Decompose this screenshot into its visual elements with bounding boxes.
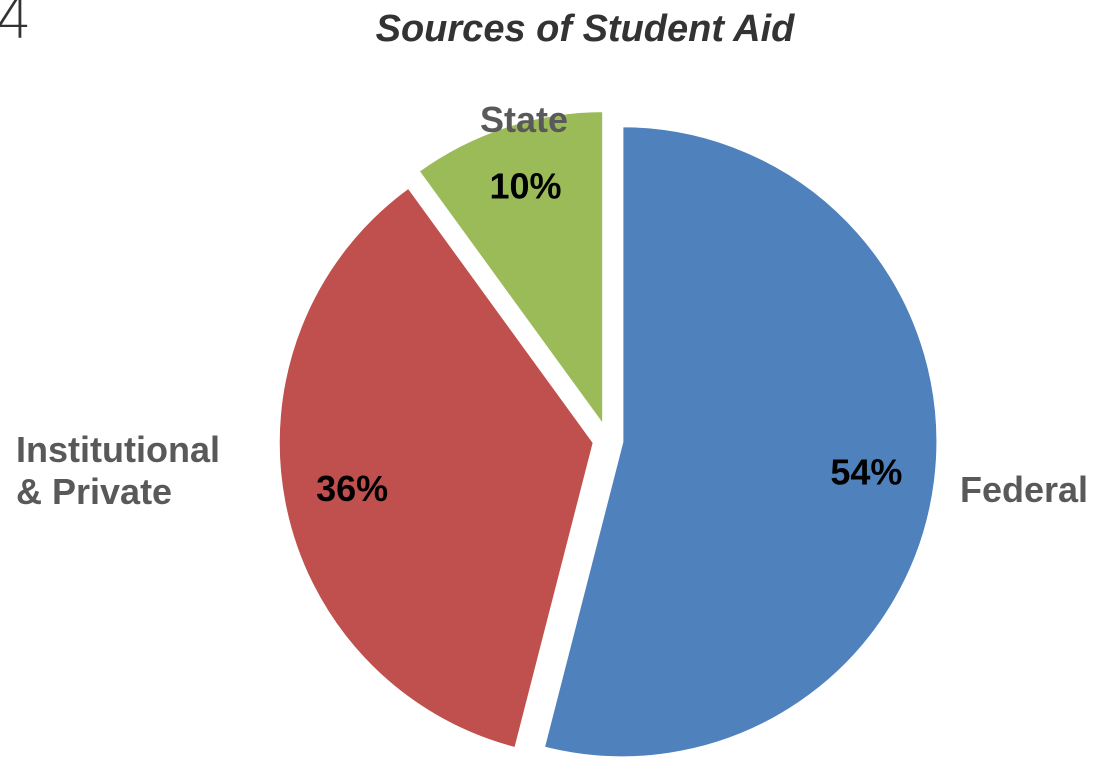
corner-page-number: 4 xyxy=(0,0,32,52)
pie-value-label-state: 10% xyxy=(490,165,562,206)
pie-value-label-federal: 54% xyxy=(830,452,902,493)
pie-slice-federal xyxy=(541,124,940,760)
chart-title: Sources of Student Aid xyxy=(375,8,795,50)
pie-category-label-state: State xyxy=(480,99,568,140)
pie-slice-institutional-private xyxy=(276,184,596,751)
pie-category-label-federal: Federal xyxy=(960,469,1088,510)
pie-slice-state xyxy=(415,109,606,432)
pie-value-label-institutional-private: 36% xyxy=(316,468,388,509)
pie-category-label-institutional-private: Institutional & Private xyxy=(16,429,220,512)
